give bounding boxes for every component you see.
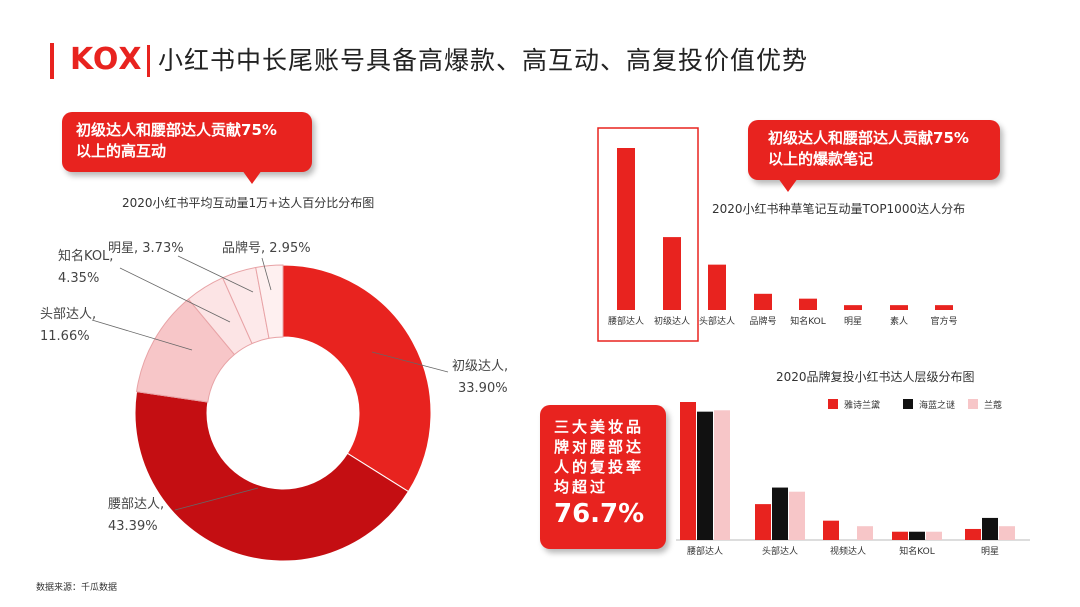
donut-slice (255, 264, 284, 339)
callout-bottom-big: 76.7% (554, 499, 645, 529)
bar-category-label: 知名KOL (899, 545, 935, 557)
donut-leader-line (371, 351, 449, 373)
callout-bottom-line: 均超过 (554, 478, 609, 496)
bar-category-label: 明星 (981, 546, 999, 557)
donut-slice-label: 腰部达人, (108, 497, 164, 512)
bar-category-label: 腰部达人 (687, 545, 723, 557)
highlight-frame (597, 127, 699, 342)
donut-slice-label: 品牌号, 2.95% (222, 240, 311, 256)
donut-slice-value: 33.90% (458, 381, 508, 396)
legend-swatch (828, 399, 838, 409)
legend-label: 雅诗兰黛 (844, 399, 880, 411)
bar (772, 487, 788, 540)
bar (935, 305, 953, 310)
bar (982, 517, 998, 540)
callout-bottom-line: 三大美妆品 (554, 418, 645, 436)
page-title: 小红书中长尾账号具备高爆款、高互动、高复投价值优势 (158, 46, 809, 75)
header-accent-bar (50, 43, 54, 79)
donut-slice-value: 43.39% (108, 519, 158, 534)
bar-category-label: 头部达人 (762, 545, 798, 557)
callout-left-line2: 以上的高互动 (76, 142, 167, 160)
bar (926, 531, 942, 540)
donut-slice (134, 391, 410, 562)
donut-leader-line (261, 257, 272, 291)
callout-right-line1: 初级达人和腰部达人贡献75% (768, 129, 969, 147)
callout-left-tail (242, 170, 262, 184)
legend-label: 海蓝之谜 (919, 399, 955, 411)
bar (663, 237, 681, 310)
bar (789, 491, 805, 540)
donut-slice-label: 知名KOL, (58, 248, 113, 264)
legend-swatch (903, 399, 913, 409)
legend-swatch (968, 399, 978, 409)
callout-bottom-line: 牌对腰部达 (554, 438, 645, 456)
brand-label: KOX (70, 42, 143, 77)
bar (999, 526, 1015, 540)
bar-category-label: 视频达人 (830, 545, 866, 557)
bar (892, 531, 908, 540)
donut-leader-line (174, 487, 259, 511)
donut-slice-value: 11.66% (40, 329, 90, 344)
donut-slice (282, 264, 432, 493)
callout-bottom-line: 人的复投率 (554, 458, 645, 476)
bar (823, 520, 839, 540)
bar-category-label: 官方号 (930, 315, 957, 327)
callout-bottom: 三大美妆品 牌对腰部达 人的复投率 均超过 76.7% (540, 405, 666, 549)
donut-slice-value: 4.35% (58, 271, 99, 286)
bar (708, 264, 726, 310)
donut-slice-label: 头部达人, (40, 307, 96, 322)
bar-category-label: 素人 (890, 315, 908, 327)
callout-right-tail (778, 178, 798, 192)
top1000-chart-title: 2020小红书种草笔记互动量TOP1000达人分布 (712, 202, 966, 216)
donut-chart: 初级达人, 33.90% 腰部达人, 43.39% 头部达人, 11.66% 知名KOL, 4… (40, 240, 508, 562)
donut-chart-title: 2020小红书平均互动量1万+达人百分比分布图 (122, 196, 375, 210)
callout-left-line1: 初级达人和腰部达人贡献75% (76, 121, 277, 139)
bar (680, 402, 696, 540)
data-source-note: 数据来源：千瓜数据 (36, 583, 118, 593)
bar (697, 411, 713, 540)
callout-right: 初级达人和腰部达人贡献75% 以上的爆款笔记 (748, 120, 1000, 192)
bar (965, 528, 981, 540)
callout-left: 初级达人和腰部达人贡献75% 以上的高互动 (62, 112, 312, 184)
bar (754, 293, 772, 310)
bar-category-label: 品牌号 (749, 315, 776, 327)
donut-leader-line (177, 255, 254, 293)
bar (714, 410, 730, 540)
bar (890, 305, 908, 310)
header-separator (147, 45, 150, 77)
bar (755, 504, 771, 540)
bar (844, 305, 862, 310)
bar (799, 298, 817, 310)
rebuy-chart-title: 2020品牌复投小红书达人层级分布图 (776, 370, 975, 384)
donut-slice-label: 明星, 3.73% (108, 241, 184, 256)
legend-label: 兰蔻 (984, 399, 1002, 411)
bar (617, 148, 635, 310)
callout-right-line2: 以上的爆款笔记 (768, 150, 874, 168)
bar-category-label: 明星 (844, 316, 862, 327)
bar-category-label: 头部达人 (699, 315, 735, 327)
donut-slice-label: 初级达人, (452, 359, 508, 374)
donut-leader-line (91, 319, 193, 351)
bar-category-label: 腰部达人 (608, 315, 644, 327)
bar-category-label: 初级达人 (654, 315, 690, 327)
bar-category-label: 知名KOL (790, 315, 826, 327)
donut-leader-line (119, 267, 231, 323)
bar (909, 531, 925, 540)
bar (857, 526, 873, 540)
